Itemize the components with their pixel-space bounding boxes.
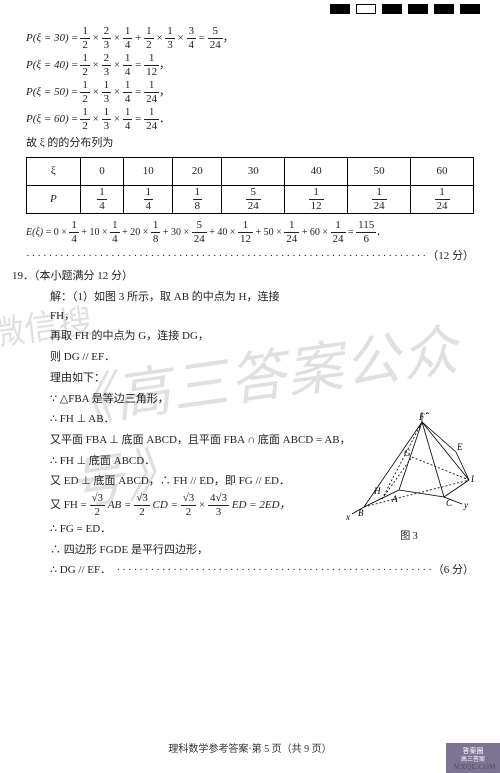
svg-text:E: E <box>456 442 463 452</box>
svg-text:F: F <box>418 412 425 422</box>
svg-text:x: x <box>345 512 350 522</box>
q19-l3: 则 DG // EF． <box>26 348 474 367</box>
score-6: ∴ DG // EF． ····························… <box>26 561 474 580</box>
q19-l1: 解：（1）如图 3 所示，取 AB 的中点为 H，连接 FH， <box>26 288 306 325</box>
q19-header: 19．（本小题满分 12 分） <box>12 267 474 286</box>
header-marks <box>0 0 500 16</box>
page-footer: 理科数学参考答案·第 5 页（共 9 页） <box>0 740 500 755</box>
mark <box>330 4 350 14</box>
q19-l12: ∴ 四边形 FGDE 是平行四边形， <box>26 541 474 560</box>
table-row: P 14 14 18 524 112 124 124 <box>27 185 474 213</box>
svg-text:z: z <box>425 412 430 416</box>
score-12: ········································… <box>26 247 474 266</box>
svg-text:B: B <box>358 508 364 518</box>
mark <box>382 4 402 14</box>
mark <box>408 4 428 14</box>
svg-text:y: y <box>463 500 468 510</box>
eq-p40: P(ξ = 40) = 12 × 23 × 14 = 112， <box>26 53 474 78</box>
q19-l2: 再取 FH 的中点为 G，连接 DG， <box>26 327 474 346</box>
distribution-table: ξ 010 2030 4050 60 P 14 14 18 524 112 12… <box>26 157 474 214</box>
eq-p50: P(ξ = 50) = 12 × 13 × 14 = 124， <box>26 80 474 105</box>
svg-text:A: A <box>391 494 398 504</box>
figure-3: F z E G D C y A H B x 图 3 <box>344 412 474 542</box>
eq-p60: P(ξ = 60) = 12 × 13 × 14 = 124． <box>26 107 474 132</box>
svg-text:C: C <box>446 498 453 508</box>
expectation: E(ξ) = 0 × 14 + 10 × 14 + 20 × 18 + 30 ×… <box>26 220 474 245</box>
q19-l5: ∵ △FBA 是等边三角形， <box>26 390 474 409</box>
eq-p30: P(ξ = 30) = 12 × 23 × 14 + 12 × 13 × 34 … <box>26 26 474 51</box>
svg-text:D: D <box>470 474 474 484</box>
q19-l4: 理由如下： <box>26 369 474 388</box>
figure-caption: 图 3 <box>344 527 474 542</box>
mark <box>434 4 454 14</box>
corner-url: MXQE.COM <box>454 763 496 771</box>
dist-intro: 故 ξ 的的分布列为 <box>26 134 474 153</box>
svg-text:G: G <box>404 448 411 458</box>
svg-text:H: H <box>373 486 381 496</box>
table-row: ξ 010 2030 4050 60 <box>27 157 474 185</box>
mark-hollow <box>356 4 376 14</box>
mark <box>460 4 480 14</box>
